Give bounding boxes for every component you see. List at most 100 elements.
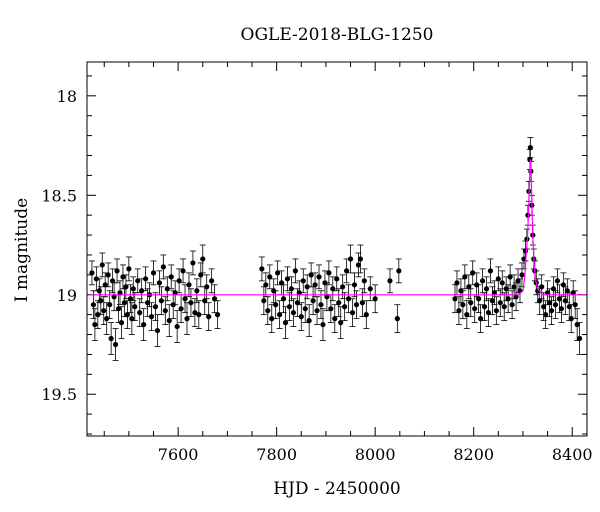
data-point bbox=[331, 304, 338, 333]
y-tick-label: 18.5 bbox=[41, 186, 77, 205]
data-point bbox=[323, 282, 330, 312]
data-point bbox=[100, 296, 107, 325]
data-point bbox=[258, 256, 265, 282]
point-marker bbox=[460, 302, 466, 308]
point-marker bbox=[320, 321, 326, 328]
point-marker bbox=[326, 270, 332, 276]
data-point bbox=[372, 284, 379, 314]
point-marker bbox=[156, 280, 163, 286]
point-marker bbox=[483, 286, 490, 292]
axis-tick-labels: 7600 7800 8000 8200 8400 18 18.5 19 19.5 bbox=[41, 87, 592, 464]
data-point bbox=[564, 278, 571, 304]
point-marker bbox=[487, 268, 494, 274]
data-point bbox=[115, 294, 122, 324]
point-marker bbox=[160, 264, 166, 270]
point-marker bbox=[98, 298, 104, 304]
point-marker bbox=[107, 302, 113, 308]
point-marker bbox=[290, 310, 297, 316]
point-marker bbox=[324, 294, 330, 300]
point-marker bbox=[515, 278, 521, 284]
point-marker bbox=[306, 318, 312, 324]
point-marker bbox=[105, 272, 111, 278]
point-marker bbox=[334, 276, 340, 282]
point-marker bbox=[194, 288, 200, 294]
point-marker bbox=[269, 316, 275, 322]
point-marker bbox=[539, 284, 545, 290]
point-marker bbox=[267, 274, 273, 280]
data-point bbox=[106, 290, 113, 320]
data-point bbox=[286, 292, 293, 322]
data-point bbox=[114, 258, 121, 284]
data-point bbox=[125, 256, 132, 282]
point-marker bbox=[541, 304, 547, 310]
point-marker bbox=[152, 304, 159, 310]
point-marker bbox=[114, 268, 120, 274]
point-marker bbox=[507, 274, 513, 280]
data-point bbox=[469, 260, 476, 286]
data-point bbox=[187, 288, 194, 318]
point-marker bbox=[190, 260, 196, 266]
data-point bbox=[208, 268, 215, 294]
data-point bbox=[459, 290, 466, 320]
point-marker bbox=[560, 282, 566, 288]
point-marker bbox=[552, 302, 559, 308]
point-marker bbox=[543, 312, 549, 318]
point-marker bbox=[101, 308, 107, 314]
data-point bbox=[483, 276, 490, 302]
point-marker bbox=[511, 284, 517, 290]
point-marker bbox=[168, 274, 174, 280]
point-marker bbox=[174, 323, 180, 330]
y-tick-label: 19.5 bbox=[41, 385, 77, 404]
data-point bbox=[341, 292, 348, 322]
point-marker bbox=[519, 272, 525, 278]
point-marker bbox=[497, 300, 503, 306]
data-point bbox=[127, 284, 134, 314]
data-point bbox=[124, 300, 131, 329]
data-point bbox=[395, 258, 402, 284]
point-marker bbox=[527, 144, 533, 151]
point-marker bbox=[263, 282, 269, 288]
point-marker bbox=[144, 300, 151, 306]
data-point bbox=[108, 322, 115, 355]
point-marker bbox=[493, 308, 499, 314]
point-marker bbox=[308, 272, 314, 278]
point-marker bbox=[204, 284, 210, 290]
point-marker bbox=[316, 274, 322, 280]
data-point bbox=[290, 298, 297, 327]
x-tick-label: 8000 bbox=[355, 445, 396, 464]
point-marker bbox=[275, 270, 281, 276]
point-marker bbox=[150, 270, 157, 276]
data-point bbox=[491, 280, 498, 306]
point-marker bbox=[124, 312, 130, 318]
data-point bbox=[274, 260, 281, 286]
data-point bbox=[152, 292, 159, 322]
point-marker bbox=[351, 282, 358, 288]
point-marker bbox=[556, 296, 563, 302]
point-marker bbox=[318, 302, 324, 308]
data-point bbox=[148, 302, 155, 331]
data-point bbox=[312, 272, 319, 298]
data-point bbox=[572, 290, 579, 320]
point-marker bbox=[577, 335, 583, 342]
point-marker bbox=[372, 296, 378, 302]
point-marker bbox=[456, 308, 462, 314]
data-point bbox=[451, 284, 458, 314]
point-marker bbox=[90, 302, 97, 308]
point-marker bbox=[394, 316, 400, 322]
data-point bbox=[162, 296, 169, 325]
point-marker bbox=[89, 270, 95, 276]
point-marker bbox=[196, 312, 202, 318]
point-marker bbox=[182, 296, 188, 302]
data-point bbox=[176, 268, 183, 294]
point-marker bbox=[184, 316, 190, 322]
x-tick-label: 8400 bbox=[552, 445, 593, 464]
data-point bbox=[195, 300, 202, 329]
data-point bbox=[292, 258, 299, 284]
data-point bbox=[471, 294, 478, 324]
model-curve bbox=[89, 159, 586, 296]
point-marker bbox=[154, 327, 161, 334]
point-marker bbox=[367, 286, 373, 292]
point-marker bbox=[186, 282, 192, 288]
point-marker bbox=[214, 312, 221, 318]
